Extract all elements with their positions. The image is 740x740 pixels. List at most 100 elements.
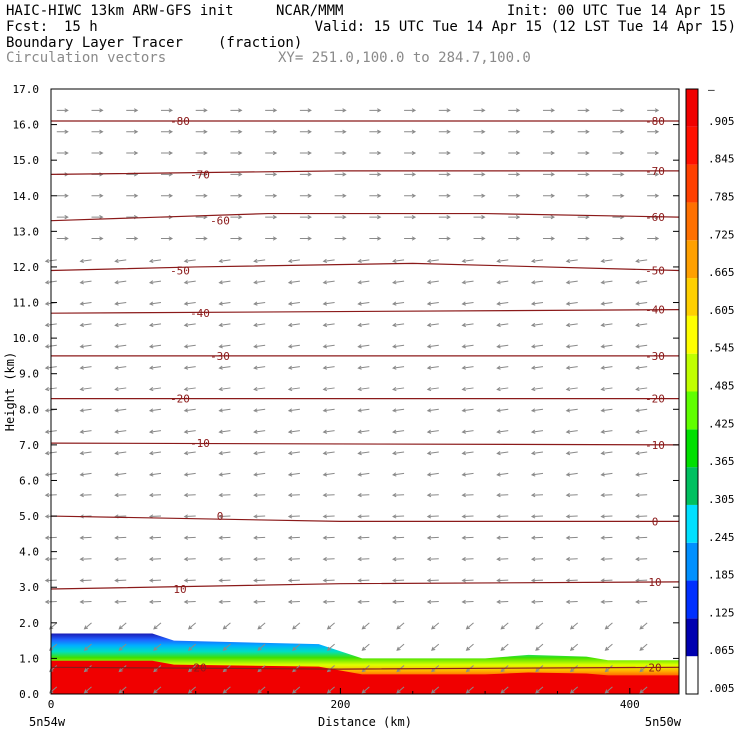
wind-vector xyxy=(292,622,301,630)
wind-vector xyxy=(334,108,347,113)
wind-vector xyxy=(230,108,243,113)
wind-vector xyxy=(473,150,486,156)
wind-vector xyxy=(508,215,521,220)
colorbar-label: – xyxy=(708,83,715,96)
wind-vector xyxy=(600,557,613,562)
wind-vector xyxy=(496,429,509,434)
wind-vector xyxy=(183,557,196,562)
wind-vector xyxy=(577,236,590,241)
wind-vector xyxy=(600,429,613,434)
wind-vector xyxy=(114,301,127,306)
wind-vector xyxy=(253,280,266,285)
wind-vector xyxy=(426,557,439,562)
x-tick-label: 400 xyxy=(620,698,640,711)
wind-vector xyxy=(218,599,231,604)
wind-vector xyxy=(79,451,92,456)
colorbar-label: .125 xyxy=(708,606,735,619)
colorbar-swatch xyxy=(686,580,698,619)
wind-vector xyxy=(508,150,521,156)
wind-vector xyxy=(322,322,335,328)
wind-vector xyxy=(253,492,266,498)
wind-vector xyxy=(287,451,300,456)
wind-vector xyxy=(604,686,613,694)
wind-vector xyxy=(612,108,625,113)
forecast-value: 15 h xyxy=(64,19,98,35)
field-units: (fraction) xyxy=(218,35,303,51)
wind-vector xyxy=(542,172,556,177)
wind-vector xyxy=(461,280,474,285)
wind-vector xyxy=(357,258,370,264)
colorbar-label: .365 xyxy=(708,455,735,468)
wind-vector xyxy=(392,599,405,604)
wind-vector xyxy=(322,386,335,392)
wind-vector xyxy=(126,150,139,156)
wind-vector xyxy=(635,599,648,604)
wind-vector xyxy=(160,108,174,113)
wind-vector xyxy=(322,344,335,349)
colorbar-label: .665 xyxy=(708,266,735,279)
wind-vector xyxy=(496,386,509,392)
wind-vector xyxy=(392,514,405,519)
wind-vector xyxy=(369,108,382,113)
wind-vector xyxy=(148,535,161,540)
contour-label: 20 xyxy=(648,661,661,674)
colorbar-swatch xyxy=(686,391,698,430)
org-label: NCAR/MMM xyxy=(276,3,344,19)
x-end-location: 5n50w xyxy=(645,715,682,729)
wind-vector xyxy=(431,622,440,630)
wind-vector xyxy=(114,472,127,477)
wind-vector xyxy=(195,172,208,177)
wind-vector xyxy=(496,492,509,498)
wind-vector xyxy=(183,301,196,306)
contour-label: -20 xyxy=(645,393,665,406)
contour-label: -70 xyxy=(190,168,210,181)
wind-vector xyxy=(426,408,439,413)
wind-vector xyxy=(361,686,370,694)
wind-vector xyxy=(218,578,231,583)
wind-vector xyxy=(79,492,92,498)
wind-vector xyxy=(218,429,231,434)
wind-vector xyxy=(183,386,196,392)
wind-vector xyxy=(508,129,521,134)
wind-vector xyxy=(635,322,648,328)
wind-vector xyxy=(635,258,648,264)
wind-vector xyxy=(473,236,486,241)
wind-vector xyxy=(148,322,162,328)
wind-vector xyxy=(299,108,312,113)
wind-vector xyxy=(265,193,278,198)
wind-vector xyxy=(357,514,370,519)
wind-vector xyxy=(500,643,509,651)
wind-vector xyxy=(218,301,231,306)
wind-vector xyxy=(183,258,196,264)
wind-vector xyxy=(542,129,556,134)
wind-vector xyxy=(148,492,161,498)
wind-vector xyxy=(639,643,648,651)
wind-vector xyxy=(426,344,439,349)
wind-vector xyxy=(426,578,439,583)
wind-vector xyxy=(114,535,127,540)
wind-vector xyxy=(426,535,439,540)
wind-vector xyxy=(569,686,579,694)
wind-vector xyxy=(600,599,613,604)
wind-vector xyxy=(148,386,162,392)
wind-vector xyxy=(253,599,266,604)
wind-vector xyxy=(473,108,486,113)
wind-vector xyxy=(265,150,278,156)
plot-frame xyxy=(50,88,680,695)
wind-vector xyxy=(600,258,613,264)
wind-vector xyxy=(79,322,92,328)
wind-vector xyxy=(635,472,648,477)
wind-vector xyxy=(565,451,578,456)
wind-vector xyxy=(287,280,300,285)
wind-vector xyxy=(426,492,439,498)
wind-vector xyxy=(577,108,590,113)
wind-vector xyxy=(396,622,405,630)
wind-vector xyxy=(500,686,509,694)
wind-vector xyxy=(79,258,92,264)
wind-vector xyxy=(461,535,474,540)
init-time: Init: 00 UTC Tue 14 Apr 15 xyxy=(506,3,726,19)
wind-vector xyxy=(604,622,613,630)
wind-vector xyxy=(530,322,544,328)
wind-vector xyxy=(600,344,613,349)
wind-vector xyxy=(253,557,266,562)
